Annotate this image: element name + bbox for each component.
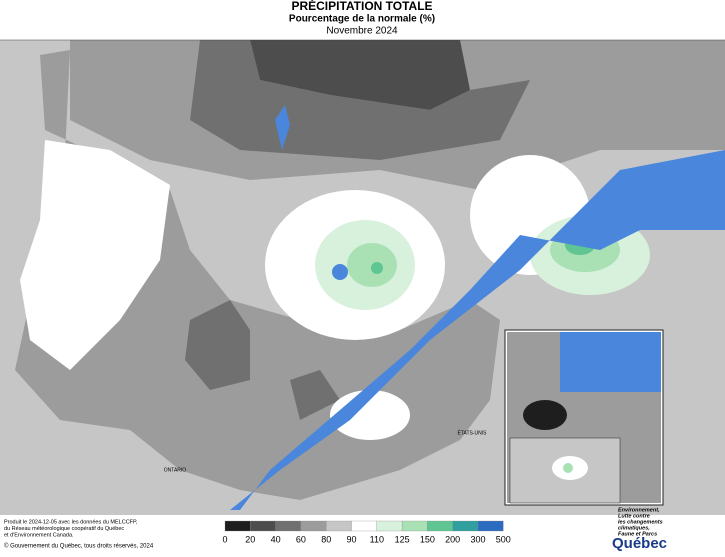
- credit: Produit le 2024-12-05 avec les données d…: [4, 519, 138, 538]
- title: PRÉCIPITATION TOTALE: [291, 0, 432, 13]
- legend-label: 0: [222, 534, 227, 544]
- legend-swatch: [300, 520, 327, 532]
- legend-swatch: [401, 520, 428, 532]
- legend-label: 110: [370, 534, 384, 544]
- legend-swatch: [477, 520, 504, 532]
- legend-label: 80: [321, 534, 331, 544]
- legend-swatch: [351, 520, 377, 532]
- legend-label: 300: [470, 534, 485, 544]
- legend-swatch: [376, 520, 403, 532]
- logo-ministry: climatiques,: [618, 525, 650, 531]
- period: Novembre 2024: [326, 26, 398, 37]
- logo-ministry: Lutte contre: [618, 513, 650, 519]
- legend-label: 20: [245, 534, 255, 544]
- legend-label: 200: [445, 534, 460, 544]
- legend-label: 125: [395, 534, 410, 544]
- legend-label: 40: [271, 534, 281, 544]
- legend-label: 150: [420, 534, 435, 544]
- copyright: © Gouvernement du Québec, tous droits ré…: [4, 543, 154, 550]
- legend-swatch: [427, 520, 453, 532]
- logo-ministry: Faune et Parcs: [618, 531, 657, 537]
- legend-swatch: [250, 520, 276, 532]
- credit-line: et d'Environnement Canada.: [4, 532, 74, 538]
- credit-line: du Réseau météorologique coopératif du Q…: [4, 526, 124, 532]
- legend-label: 60: [296, 534, 306, 544]
- legend-swatch: [224, 520, 251, 532]
- legend-swatch: [275, 520, 302, 532]
- logo-ministry: Environnement,: [618, 507, 660, 513]
- region-label: ÉTATS-UNIS: [458, 429, 488, 436]
- map: [0, 39, 725, 515]
- region-label: ONTARIO: [164, 467, 187, 473]
- legend-label: 500: [496, 534, 511, 544]
- logo-name: Québec: [612, 535, 667, 552]
- legend-label: 90: [346, 534, 356, 544]
- legend: 0 20 40 60 80 90 110 125 150 200 300 500: [222, 520, 511, 544]
- legend-swatch: [452, 520, 479, 532]
- logo-ministry: les changements: [618, 519, 663, 525]
- legend-swatch: [326, 520, 352, 532]
- credit-line: Produit le 2024-12-05 avec les données d…: [4, 519, 138, 525]
- subtitle: Pourcentage de la normale (%): [289, 14, 435, 25]
